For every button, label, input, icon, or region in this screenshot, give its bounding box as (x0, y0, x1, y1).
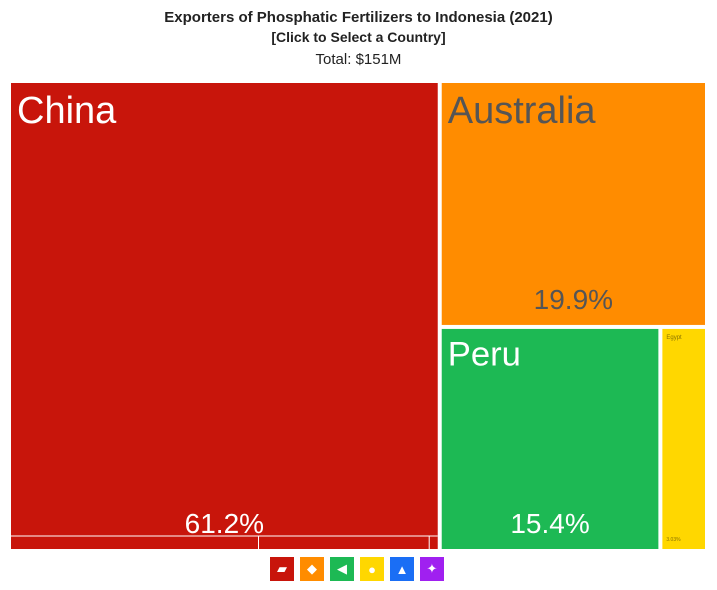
chart-subtitle[interactable]: [Click to Select a Country] (271, 29, 446, 45)
tile-value-peru: 15.4% (510, 508, 589, 539)
chart-header: Exporters of Phosphatic Fertilizers to I… (0, 8, 717, 70)
tile-peru[interactable]: Peru 15.4% (441, 328, 659, 549)
legend-europe[interactable]: ✦ (420, 557, 444, 581)
chart-title: Exporters of Phosphatic Fertilizers to I… (164, 9, 553, 26)
tile-rect-egypt[interactable] (662, 328, 705, 549)
legend-oceania[interactable]: ◆ (300, 557, 324, 581)
africa-icon: ● (368, 561, 376, 577)
south-america-icon: ◀ (337, 561, 347, 576)
tile-label-peru: Peru (448, 336, 521, 374)
tile-rect-peru[interactable] (441, 328, 659, 549)
tile-label-australia: Australia (448, 90, 597, 132)
tile-egypt[interactable]: Egypt 3.03% (662, 328, 705, 549)
tile-australia[interactable]: Australia 19.9% (441, 83, 705, 325)
tile-rect-china[interactable] (11, 83, 438, 549)
tile-value-egypt: 3.03% (666, 537, 681, 543)
tile-value-china: 61.2% (185, 508, 264, 539)
tile-china[interactable]: China 61.2% (11, 83, 438, 549)
legend-north-america[interactable]: ▲ (390, 557, 414, 581)
legend-south-america[interactable]: ◀ (330, 557, 354, 581)
legend-africa[interactable]: ● (360, 557, 384, 581)
tile-label-china: China (17, 90, 117, 132)
region-legend: ▰ ◆ ◀ ● ▲ ✦ (270, 557, 444, 581)
north-america-icon: ▲ (395, 561, 409, 577)
asia-icon: ▰ (277, 561, 287, 576)
chart-total: Total: $151M (315, 51, 402, 68)
tile-value-australia: 19.9% (534, 284, 613, 315)
tile-rect-australia[interactable] (441, 83, 705, 325)
oceania-icon: ◆ (307, 561, 317, 576)
tile-label-egypt: Egypt (666, 335, 682, 341)
europe-icon: ✦ (426, 561, 438, 576)
legend-asia[interactable]: ▰ (270, 557, 294, 581)
